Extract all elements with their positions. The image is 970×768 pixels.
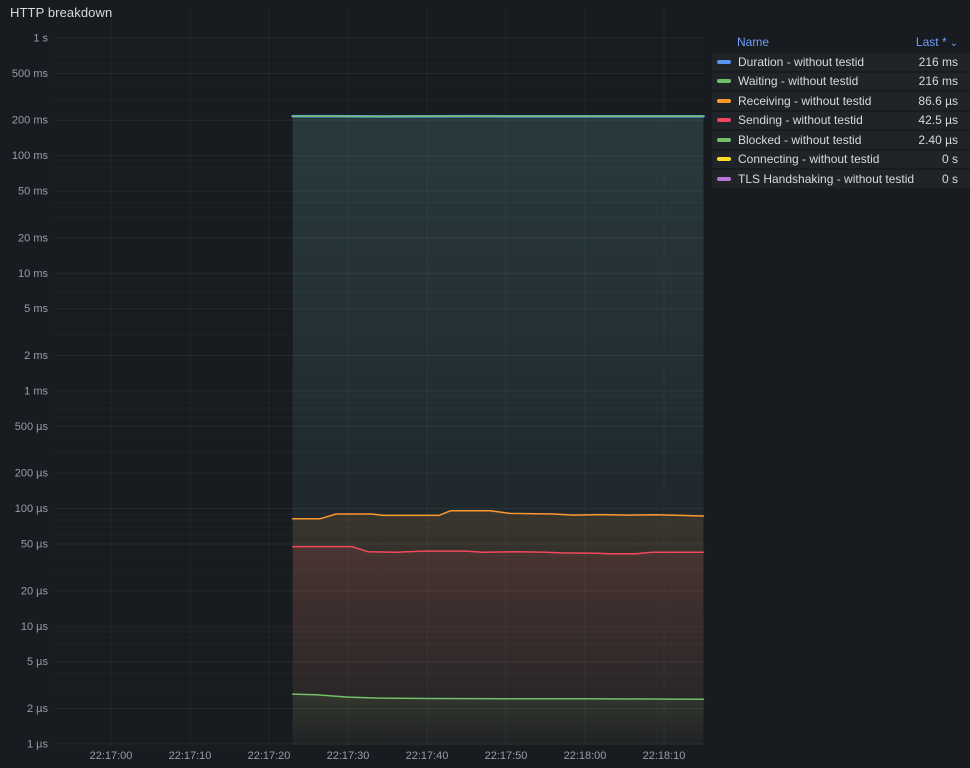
series-name: Sending - without testid bbox=[738, 113, 863, 128]
series-name: TLS Handshaking - without testid bbox=[738, 171, 915, 186]
legend-rows: Duration - without testid 216 ms Waiting -… bbox=[712, 53, 970, 188]
series-name: Waiting - without testid bbox=[738, 74, 859, 89]
series-last-value: 216 ms bbox=[918, 74, 958, 89]
series-area-3 bbox=[292, 546, 704, 745]
x-axis-tick-label: 22:17:40 bbox=[406, 750, 449, 762]
x-axis: 22:17:00 22:17:10 22:17:20 22:17:30 22:17:40… bbox=[90, 750, 686, 762]
series-name: Receiving - without testid bbox=[738, 93, 872, 108]
y-axis-tick-label: 10 µs bbox=[21, 621, 49, 633]
legend-row[interactable]: Blocked - without testid 2.40 µs bbox=[712, 131, 970, 149]
legend-row[interactable]: Waiting - without testid 216 ms bbox=[712, 72, 970, 90]
series-name: Blocked - without testid bbox=[738, 132, 862, 147]
series-line-4 bbox=[291, 693, 705, 700]
x-axis-tick-label: 22:17:10 bbox=[169, 750, 212, 762]
series-name: Connecting - without testid bbox=[738, 152, 880, 167]
series-color-marker bbox=[717, 118, 731, 123]
legend-row[interactable]: Receiving - without testid 86.6 µs bbox=[712, 92, 970, 110]
y-axis-tick-label: 50 µs bbox=[21, 539, 49, 551]
series-color-marker bbox=[717, 98, 731, 103]
legend-row[interactable]: Connecting - without testid 0 s bbox=[712, 150, 970, 168]
y-axis-tick-label: 100 µs bbox=[15, 503, 49, 515]
series-name: Duration - without testid bbox=[738, 54, 865, 69]
y-axis-tick-label: 5 µs bbox=[27, 656, 49, 668]
y-axis-tick-label: 5 ms bbox=[24, 303, 48, 315]
series-color-marker bbox=[717, 79, 731, 84]
y-axis-tick-label: 2 µs bbox=[27, 703, 49, 715]
legend-column-name[interactable]: Name bbox=[737, 35, 770, 49]
y-axis-tick-label: 1 µs bbox=[27, 738, 49, 750]
series-line-3 bbox=[291, 545, 705, 555]
series-last-value: 0 s bbox=[941, 152, 958, 167]
legend-header: Name Last * ⌄ bbox=[712, 33, 970, 53]
time-series-chart[interactable]: 1 s 500 ms 200 ms 100 ms 50 ms 20 ms 10 ms 5 ms… bbox=[0, 0, 712, 768]
x-axis-tick-label: 22:17:30 bbox=[327, 750, 370, 762]
y-axis-tick-label: 20 ms bbox=[18, 232, 48, 244]
series-color-marker bbox=[717, 59, 731, 64]
series-last-value: 0 s bbox=[941, 171, 958, 186]
series-area-4 bbox=[292, 694, 704, 745]
y-axis-tick-label: 50 ms bbox=[18, 186, 48, 198]
sort-desc-icon: ⌄ bbox=[949, 38, 958, 49]
x-axis-tick-label: 22:17:20 bbox=[248, 750, 291, 762]
y-axis-tick-label: 500 ms bbox=[12, 68, 49, 80]
y-axis-tick-label: 200 ms bbox=[12, 115, 49, 127]
legend-column-last[interactable]: Last * ⌄ bbox=[915, 35, 958, 49]
series-last-value: 2.40 µs bbox=[918, 132, 958, 147]
y-axis-tick-label: 10 ms bbox=[18, 268, 48, 280]
y-axis-tick-label: 1 ms bbox=[24, 385, 48, 397]
series-lines bbox=[291, 114, 705, 745]
panel-title[interactable]: HTTP breakdown bbox=[10, 5, 113, 20]
y-axis-tick-label: 20 µs bbox=[21, 585, 49, 597]
legend-row[interactable]: Duration - without testid 216 ms bbox=[712, 53, 970, 71]
x-axis-tick-label: 22:17:50 bbox=[485, 750, 528, 762]
series-color-marker bbox=[717, 176, 731, 181]
x-axis-tick-label: 22:18:00 bbox=[564, 750, 607, 762]
x-axis-tick-label: 22:17:00 bbox=[90, 750, 133, 762]
y-axis-tick-label: 2 ms bbox=[24, 350, 48, 362]
x-axis-tick-label: 22:18:10 bbox=[643, 750, 686, 762]
y-axis: 1 s 500 ms 200 ms 100 ms 50 ms 20 ms 10 ms 5 ms… bbox=[12, 33, 49, 751]
series-color-marker bbox=[717, 137, 731, 142]
series-last-value: 42.5 µs bbox=[918, 113, 958, 128]
legend-row[interactable]: TLS Handshaking - without testid 0 s bbox=[712, 170, 970, 188]
series-last-value: 86.6 µs bbox=[918, 93, 958, 108]
y-axis-tick-label: 100 ms bbox=[12, 150, 49, 162]
legend-row[interactable]: Sending - without testid 42.5 µs bbox=[712, 111, 970, 129]
y-axis-tick-label: 500 µs bbox=[15, 421, 49, 433]
series-last-value: 216 ms bbox=[918, 54, 958, 69]
y-axis-tick-label: 200 µs bbox=[15, 468, 49, 480]
series-color-marker bbox=[717, 157, 731, 162]
y-axis-tick-label: 1 s bbox=[33, 33, 48, 45]
legend-table: Name Last * ⌄ Duration - without testid 21… bbox=[712, 33, 970, 190]
series-line-2 bbox=[291, 509, 705, 520]
